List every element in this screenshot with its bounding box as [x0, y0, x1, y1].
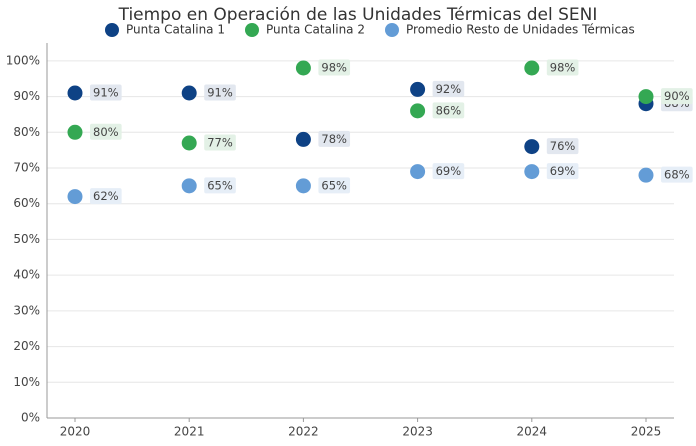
chart-title: Tiempo en Operación de las Unidades Térm…: [118, 5, 598, 25]
value-label-bg: [90, 84, 122, 101]
value-label-bg: [318, 130, 351, 147]
dot: [181, 85, 197, 101]
dot: [295, 60, 311, 76]
value-label: 98%: [321, 61, 347, 75]
y-tick-label: 0%: [21, 411, 40, 425]
dot: [67, 124, 83, 140]
value-label: 86%: [436, 103, 462, 117]
y-tick-label: 40%: [13, 268, 40, 282]
y-tick-label: 60%: [13, 196, 40, 210]
dot: [410, 103, 426, 119]
value-label-bg: [546, 59, 579, 76]
dot: [67, 85, 83, 101]
value-label-bg: [204, 134, 236, 151]
value-label: 76%: [550, 139, 576, 153]
legend-marker: [105, 23, 119, 37]
value-label-bg: [318, 177, 351, 194]
x-tick-label: 2025: [631, 425, 662, 439]
value-label-bg: [432, 80, 465, 97]
y-tick-label: 100%: [6, 53, 40, 67]
value-label-bg: [318, 59, 351, 76]
value-label-bg: [90, 123, 122, 140]
y-tick-label: 50%: [13, 232, 40, 246]
value-label-bg: [661, 166, 693, 183]
dot: [295, 178, 311, 194]
dot: [410, 81, 426, 97]
value-label: 98%: [550, 61, 576, 75]
x-tick-label: 2024: [517, 425, 548, 439]
dot: [638, 89, 654, 105]
value-label-bg: [204, 177, 236, 194]
value-label: 77%: [207, 136, 233, 150]
value-label: 69%: [436, 164, 462, 178]
legend-label: Punta Catalina 1: [126, 23, 225, 37]
value-label: 91%: [93, 86, 119, 100]
x-tick-label: 2022: [288, 425, 319, 439]
y-tick-label: 30%: [13, 303, 40, 317]
value-label: 92%: [436, 82, 462, 96]
legend-marker: [385, 23, 399, 37]
dot: [181, 135, 197, 151]
legend-label: Promedio Resto de Unidades Térmicas: [406, 23, 635, 37]
dot: [410, 164, 426, 180]
y-tick-label: 10%: [13, 375, 40, 389]
x-tick-label: 2020: [60, 425, 91, 439]
value-label: 62%: [93, 189, 119, 203]
value-label: 91%: [207, 86, 233, 100]
value-label: 78%: [321, 132, 347, 146]
y-tick-label: 20%: [13, 339, 40, 353]
value-label-bg: [204, 84, 236, 101]
value-label: 80%: [93, 125, 119, 139]
value-label: 90%: [664, 89, 690, 103]
value-label-bg: [432, 163, 465, 180]
y-tick-label: 90%: [13, 89, 40, 103]
dot: [295, 131, 311, 147]
grid: [47, 60, 674, 419]
value-label: 65%: [321, 178, 347, 192]
value-label-bg: [90, 188, 122, 205]
dot: [524, 164, 540, 180]
dot: [67, 189, 83, 205]
y-tick-label: 80%: [13, 125, 40, 139]
x-tick-label: 2023: [402, 425, 433, 439]
value-label: 65%: [207, 178, 233, 192]
value-label-bg: [546, 138, 579, 155]
value-label-bg: [432, 102, 465, 119]
value-label: 68%: [664, 168, 690, 182]
value-label-bg: [546, 163, 579, 180]
dot: [181, 178, 197, 194]
x-tick-label: 2021: [174, 425, 205, 439]
dot: [524, 139, 540, 155]
value-label: 69%: [550, 164, 576, 178]
value-label-bg: [661, 88, 693, 105]
dot: [524, 60, 540, 76]
y-tick-label: 70%: [13, 161, 40, 175]
dot: [638, 167, 654, 183]
legend-marker: [245, 23, 259, 37]
legend-label: Punta Catalina 2: [266, 23, 365, 37]
